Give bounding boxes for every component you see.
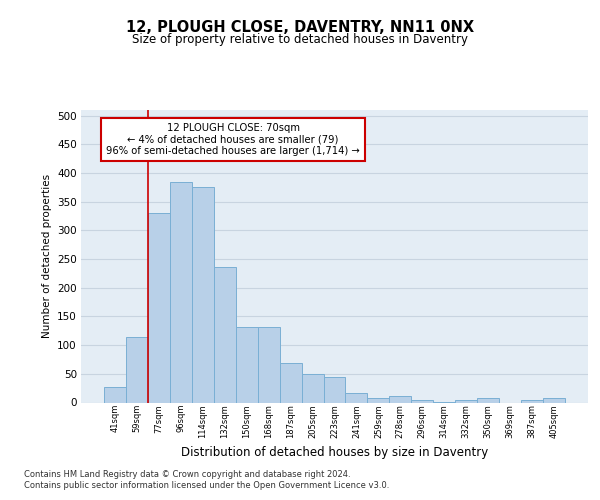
Bar <box>455 400 477 402</box>
Bar <box>412 400 433 402</box>
Bar <box>477 398 499 402</box>
Bar <box>126 336 148 402</box>
Bar <box>367 398 389 402</box>
Bar <box>346 393 367 402</box>
Bar <box>170 182 192 402</box>
Bar <box>521 400 543 402</box>
Text: Size of property relative to detached houses in Daventry: Size of property relative to detached ho… <box>132 34 468 46</box>
Text: Contains HM Land Registry data © Crown copyright and database right 2024.: Contains HM Land Registry data © Crown c… <box>24 470 350 479</box>
Text: 12, PLOUGH CLOSE, DAVENTRY, NN11 0NX: 12, PLOUGH CLOSE, DAVENTRY, NN11 0NX <box>126 20 474 35</box>
Bar <box>104 387 126 402</box>
Text: 12 PLOUGH CLOSE: 70sqm
← 4% of detached houses are smaller (79)
96% of semi-deta: 12 PLOUGH CLOSE: 70sqm ← 4% of detached … <box>106 123 360 156</box>
Bar <box>192 188 214 402</box>
Bar <box>236 327 257 402</box>
Bar <box>257 327 280 402</box>
Y-axis label: Number of detached properties: Number of detached properties <box>41 174 52 338</box>
Bar <box>543 398 565 402</box>
Text: Contains public sector information licensed under the Open Government Licence v3: Contains public sector information licen… <box>24 481 389 490</box>
Bar <box>148 213 170 402</box>
Bar <box>302 374 323 402</box>
Bar <box>323 378 346 402</box>
X-axis label: Distribution of detached houses by size in Daventry: Distribution of detached houses by size … <box>181 446 488 459</box>
Bar <box>280 363 302 403</box>
Bar <box>214 266 236 402</box>
Bar <box>389 396 412 402</box>
